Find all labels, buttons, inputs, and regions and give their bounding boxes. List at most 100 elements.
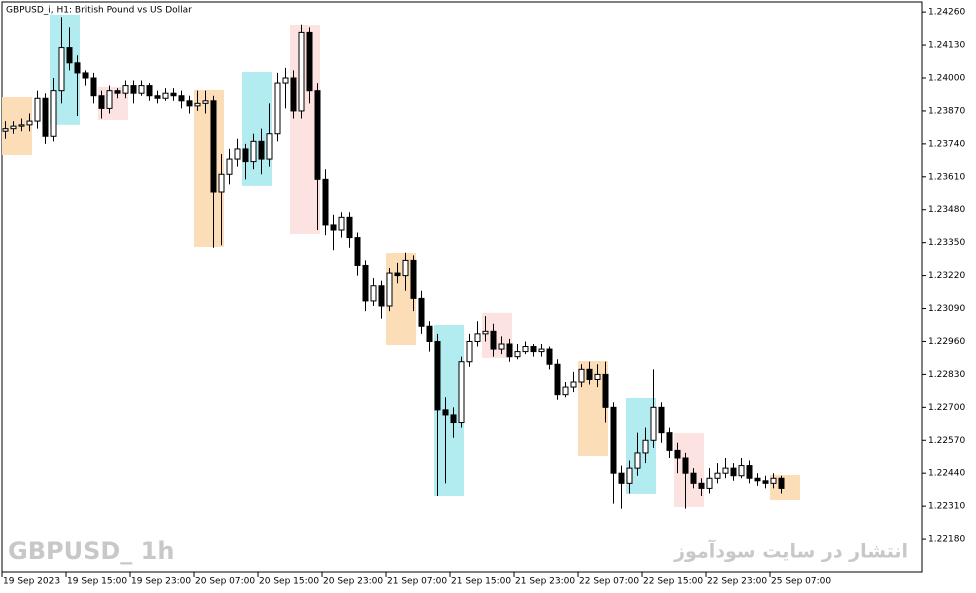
candle-body [562, 386, 569, 396]
candle-body [554, 363, 561, 396]
candle-body [658, 406, 665, 434]
candle-body [674, 449, 681, 459]
candle-body [82, 72, 89, 79]
y-tick-label: 1.23870 [928, 106, 965, 116]
session-box [674, 432, 704, 507]
candle-body [722, 467, 729, 474]
candle-body [570, 381, 577, 388]
candle-body [74, 62, 81, 74]
candle-body [442, 409, 449, 416]
candle-body [578, 368, 585, 383]
candle-body [770, 477, 777, 484]
candle-body [618, 472, 625, 484]
candle-body [242, 148, 249, 163]
candle-body [386, 272, 393, 307]
y-tick-label: 1.22180 [928, 535, 965, 545]
x-tick-label: 20 Sep 07:00 [195, 577, 255, 587]
candle-body [202, 100, 209, 104]
session-box [194, 89, 224, 247]
candle-body [522, 346, 529, 353]
candle-body [450, 414, 457, 424]
candle-body [682, 457, 689, 474]
candle-body [514, 351, 521, 358]
y-tick-label: 1.22570 [928, 436, 965, 446]
candle-body [602, 373, 609, 408]
candle-body [194, 102, 201, 107]
candle-body [466, 340, 473, 363]
candle-body [650, 406, 657, 441]
candle-body [186, 100, 193, 107]
candle-body [642, 439, 649, 454]
watermark: GBPUSD_ 1h [8, 537, 174, 565]
y-tick-label: 1.23480 [928, 205, 965, 215]
candle-body [146, 85, 153, 97]
candle-body [170, 92, 177, 97]
x-tick-label: 21 Sep 23:00 [515, 577, 575, 587]
x-tick-label: 25 Sep 07:00 [771, 577, 831, 587]
y-tick-label: 1.23350 [928, 238, 965, 248]
candle-body [130, 85, 137, 94]
candle-body [266, 133, 273, 160]
candle-body [762, 480, 769, 484]
candle-body [666, 432, 673, 451]
candle-body [346, 216, 353, 239]
y-tick-label: 1.22700 [928, 403, 965, 413]
candle-body [218, 173, 225, 193]
candle-body [402, 259, 409, 277]
candle-body [370, 285, 377, 302]
candle-body [706, 477, 713, 489]
candle-body [458, 361, 465, 424]
y-tick-label: 1.24260 [928, 8, 965, 18]
candle-body [410, 259, 417, 299]
candle-body [690, 472, 697, 484]
y-tick-label: 1.24130 [928, 41, 965, 51]
chart-title: GBPUSD_i, H1: British Pound vs US Dollar [6, 6, 192, 16]
candle-body [154, 95, 161, 99]
candle-body [746, 465, 753, 479]
x-tick-label: 21 Sep 15:00 [451, 577, 511, 587]
y-tick-label: 1.22310 [928, 502, 965, 512]
candle-body [586, 368, 593, 380]
candle-body [106, 90, 113, 109]
candle-body [482, 330, 489, 335]
candle-body [258, 140, 265, 160]
candle-body [2, 128, 9, 132]
y-tick-label: 1.22830 [928, 370, 965, 380]
candle-body [338, 216, 345, 231]
y-tick-label: 1.22440 [928, 469, 965, 479]
x-tick-label: 21 Sep 07:00 [387, 577, 447, 587]
candle-body [210, 100, 217, 193]
candle-body [50, 90, 57, 137]
candle-body [322, 178, 329, 226]
candle-body [426, 325, 433, 342]
candle-body [610, 406, 617, 474]
session-box [2, 97, 32, 156]
candle-body [34, 97, 41, 122]
site-note: انتشار در سایت سودآموز [673, 539, 908, 563]
candle-body [282, 77, 289, 84]
candle-body [738, 465, 745, 477]
x-tick-label: 19 Sep 23:00 [131, 577, 191, 587]
x-tick-label: 19 Sep 15:00 [67, 577, 127, 587]
y-tick-label: 1.23610 [928, 172, 965, 182]
candle-body [626, 467, 633, 484]
y-tick-label: 1.24000 [928, 74, 965, 84]
candle-body [10, 125, 17, 130]
x-tick-label: 22 Sep 15:00 [643, 577, 703, 587]
candles [2, 17, 785, 509]
candle-body [778, 477, 785, 489]
candle-body [90, 77, 97, 97]
candle-body [546, 348, 553, 365]
candle-body [634, 452, 641, 469]
candle-body [506, 343, 513, 358]
candle-body [730, 467, 737, 477]
candle-body [474, 333, 481, 342]
candle-body [498, 343, 505, 350]
candle-body [226, 158, 233, 175]
session-box [242, 71, 272, 186]
candle-body [274, 82, 281, 135]
candle-body [250, 140, 257, 163]
candle-body [490, 330, 497, 350]
